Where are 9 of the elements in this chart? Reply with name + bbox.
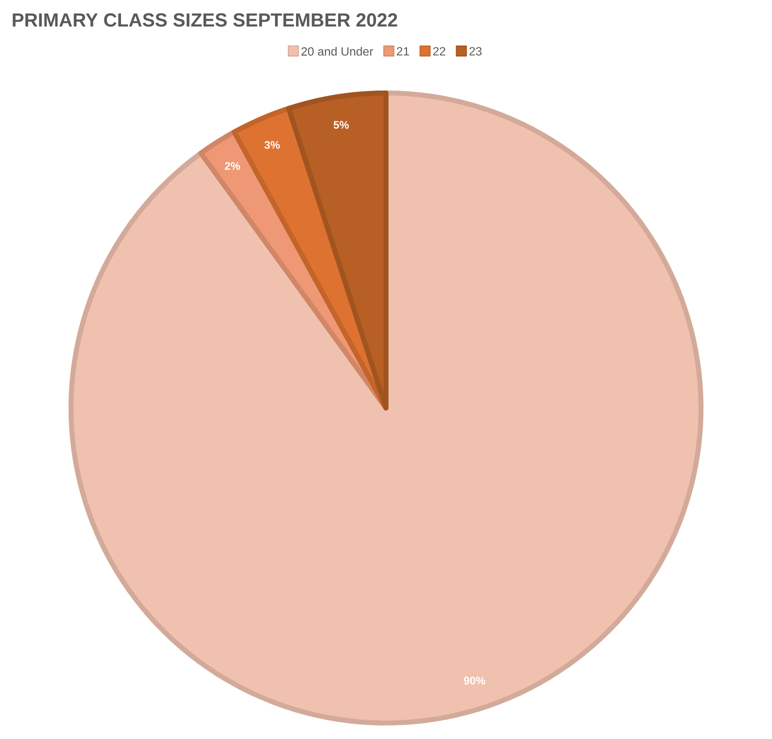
legend-label: 22 bbox=[433, 47, 446, 56]
chart-title: PRIMARY CLASS SIZES SEPTEMBER 2022 bbox=[12, 13, 398, 27]
legend-label: 21 bbox=[396, 47, 409, 56]
data-label: 90% bbox=[464, 676, 486, 684]
data-label: 3% bbox=[264, 141, 280, 149]
data-label: 5% bbox=[334, 121, 349, 129]
legend-label: 20 and Under bbox=[301, 46, 374, 56]
data-label: 2% bbox=[224, 162, 240, 170]
legend-label: 23 bbox=[469, 47, 482, 56]
